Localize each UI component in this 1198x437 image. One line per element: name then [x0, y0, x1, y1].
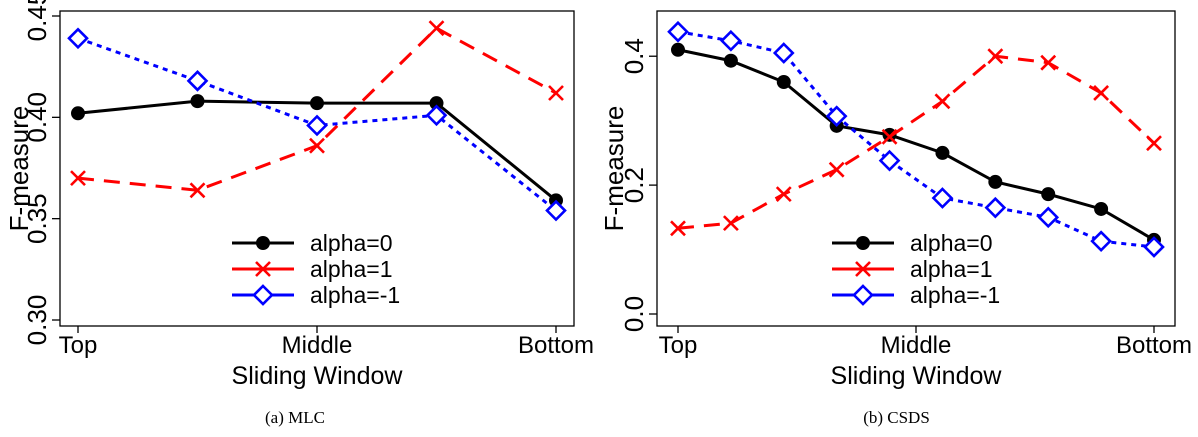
- data-point-alpha-1: [67, 27, 89, 50]
- data-point-alpha-1: [722, 215, 739, 232]
- data-point-alpha-1: [1040, 54, 1057, 71]
- data-point-alpha-1: [667, 20, 689, 43]
- legend-marker-alpha-1: [255, 261, 271, 277]
- data-point-alpha-0: [988, 174, 1003, 189]
- data-point-alpha-1: [987, 48, 1004, 65]
- data-point-alpha-1: [1037, 206, 1060, 229]
- legend-label-alpha-1: alpha=1: [910, 256, 993, 282]
- y-tick-label: 0.35: [22, 193, 52, 244]
- data-point-alpha-1: [1146, 135, 1162, 152]
- chart-panel-csds: 0.0 0.2 0.4 Top Middle Bottom Sliding Window F-…: [595, 0, 1198, 437]
- legend-marker-alpha-1: [252, 284, 274, 306]
- data-point-alpha-1: [1090, 230, 1112, 253]
- data-point-alpha-1: [428, 20, 445, 37]
- legend-marker-alpha-0: [856, 236, 870, 250]
- legend-label-alpha-0: alpha=0: [310, 230, 393, 256]
- data-point-alpha-0: [310, 96, 324, 111]
- x-tick-label: Bottom: [518, 332, 594, 359]
- chart-caption: (a) MLC: [265, 408, 325, 427]
- x-tick-label: Top: [659, 332, 698, 359]
- data-point-alpha-0: [671, 42, 685, 57]
- y-axis-label: F-measure: [4, 106, 34, 232]
- data-point-alpha-0: [429, 96, 444, 111]
- x-tick-label: Middle: [881, 332, 952, 359]
- chart-caption: (b) CSDS: [863, 408, 930, 427]
- data-point-alpha-1: [1093, 85, 1110, 101]
- data-point-alpha-1: [984, 196, 1007, 219]
- y-tick-label: 0.2: [619, 167, 649, 203]
- data-point-alpha-1: [1143, 236, 1165, 258]
- data-point-alpha-1: [881, 128, 898, 145]
- x-axis-label: Sliding Window: [831, 362, 1003, 390]
- y-tick-label: 0.0: [619, 296, 649, 332]
- data-point-alpha-0: [723, 53, 738, 68]
- y-tick-label: 0.4: [619, 38, 649, 74]
- data-point-alpha-1: [825, 105, 848, 127]
- legend-marker-alpha-1: [852, 284, 874, 306]
- data-point-alpha-0: [1094, 201, 1109, 216]
- data-point-alpha-1: [934, 93, 951, 110]
- x-tick-label: Top: [59, 332, 98, 359]
- y-tick-label: 0.30: [22, 295, 52, 346]
- chart-mlc: 0.30 0.35 0.40 0.45 Top Middle Bottom Sliding W…: [4, 0, 594, 390]
- data-point-alpha-0: [776, 75, 791, 89]
- chart-csds: 0.0 0.2 0.4 Top Middle Bottom Sliding Window F-…: [599, 10, 1192, 390]
- data-point-alpha-1: [828, 161, 845, 178]
- data-point-alpha-1: [878, 149, 901, 172]
- data-point-alpha-0: [190, 94, 205, 109]
- legend-label-alpha-0: alpha=0: [910, 230, 993, 256]
- data-point-alpha-0: [882, 127, 897, 142]
- data-point-alpha-1: [545, 199, 567, 222]
- data-point-alpha-1: [720, 29, 742, 52]
- data-point-alpha-0: [935, 145, 950, 160]
- x-axis-label: Sliding Window: [232, 362, 404, 390]
- legend-label-alpha-1: alpha=1: [310, 256, 393, 282]
- data-point-alpha-1: [931, 187, 954, 209]
- data-point-alpha-1: [306, 114, 328, 137]
- chart-panel-mlc: 0.30 0.35 0.40 0.45 Top Middle Bottom Sliding W…: [0, 0, 594, 437]
- data-point-alpha-1: [70, 170, 86, 187]
- legend-label-alpha-1: alpha=-1: [310, 282, 400, 308]
- data-point-alpha-1: [775, 186, 792, 203]
- series-line-alpha-1: [677, 54, 1156, 230]
- data-point-alpha-1: [548, 85, 564, 101]
- series-line-alpha-0: [677, 48, 1155, 242]
- y-tick-label: 0.45: [22, 0, 52, 41]
- data-point-alpha-1: [186, 70, 209, 92]
- data-point-alpha-1: [425, 104, 448, 127]
- data-point-alpha-1: [309, 137, 325, 154]
- data-point-alpha-0: [71, 106, 85, 121]
- legend-marker-alpha-0: [256, 236, 270, 250]
- series-line-alpha-1: [677, 30, 1155, 249]
- data-point-alpha-1: [189, 182, 206, 199]
- data-point-alpha-1: [772, 42, 795, 64]
- y-axis-label: F-measure: [599, 106, 629, 232]
- legend-marker-alpha-1: [855, 261, 871, 277]
- x-tick-label: Bottom: [1116, 332, 1192, 359]
- legend-label-alpha-1: alpha=-1: [910, 282, 1000, 308]
- data-point-alpha-0: [1041, 187, 1056, 202]
- x-tick-label: Middle: [282, 332, 353, 359]
- data-point-alpha-1: [670, 220, 686, 237]
- y-tick-label: 0.40: [22, 92, 52, 143]
